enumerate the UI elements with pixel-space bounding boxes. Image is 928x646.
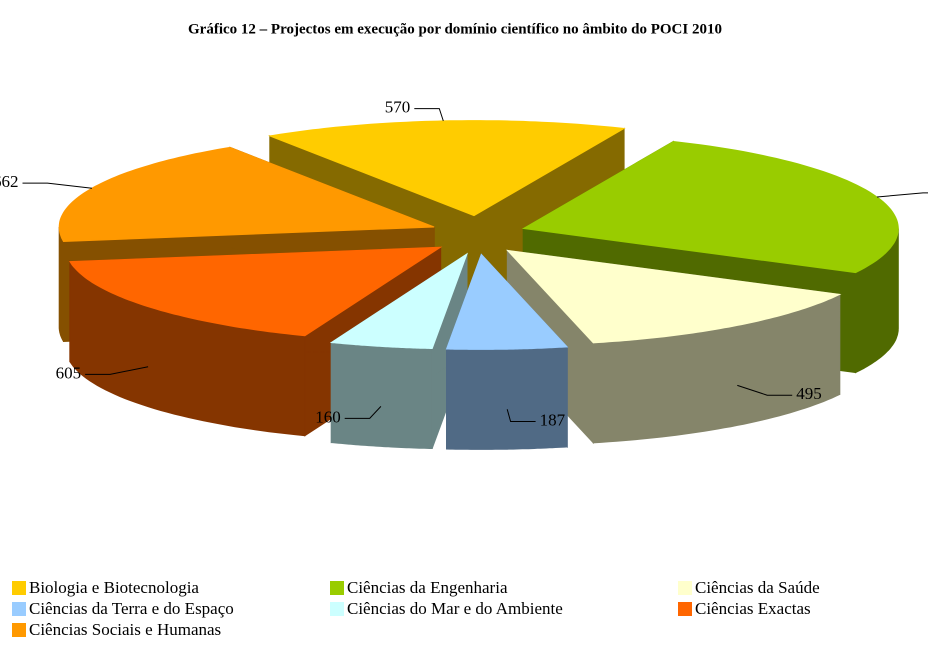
slice-wall <box>58 227 64 342</box>
slice-top <box>329 252 468 349</box>
legend-swatch <box>12 581 26 595</box>
leader-line <box>414 108 444 122</box>
leader-line <box>22 182 93 189</box>
slice <box>445 253 569 450</box>
slice <box>506 249 842 445</box>
legend-label: Ciências do Mar e do Ambiente <box>347 599 563 618</box>
leader-line <box>737 384 793 396</box>
slice-top <box>506 249 842 344</box>
legend-label: Ciências da Saúde <box>695 578 820 597</box>
legend-label: Ciências da Engenharia <box>347 578 508 597</box>
slice <box>329 252 468 449</box>
legend-swatch <box>12 623 26 637</box>
legend-swatch <box>678 581 692 595</box>
data-label: 662 <box>0 172 18 191</box>
legend-label: Ciências Sociais e Humanas <box>29 620 221 639</box>
leader-line <box>344 406 382 419</box>
legend-label: Biologia e Biotecnologia <box>29 578 199 597</box>
leader-line <box>506 409 536 422</box>
data-label: 160 <box>315 407 341 426</box>
chart-title: Gráfico 12 – Projectos em execução por d… <box>188 21 722 37</box>
leader-line <box>876 192 928 198</box>
slice-wall <box>330 341 433 449</box>
data-label: 570 <box>385 98 411 117</box>
legend-label: Ciências da Terra e do Espaço <box>29 599 234 618</box>
legend-swatch <box>12 602 26 616</box>
legend-swatch <box>678 602 692 616</box>
leader-line <box>85 366 149 375</box>
slice-wall <box>446 346 568 450</box>
slice-top <box>445 253 569 350</box>
legend-swatch <box>330 581 344 595</box>
data-label: 187 <box>540 410 566 429</box>
legend-swatch <box>330 602 344 616</box>
legend-label: Ciências Exactas <box>695 599 811 618</box>
data-label: 495 <box>796 384 822 403</box>
slice-top <box>68 246 443 337</box>
data-label: 605 <box>56 363 82 382</box>
